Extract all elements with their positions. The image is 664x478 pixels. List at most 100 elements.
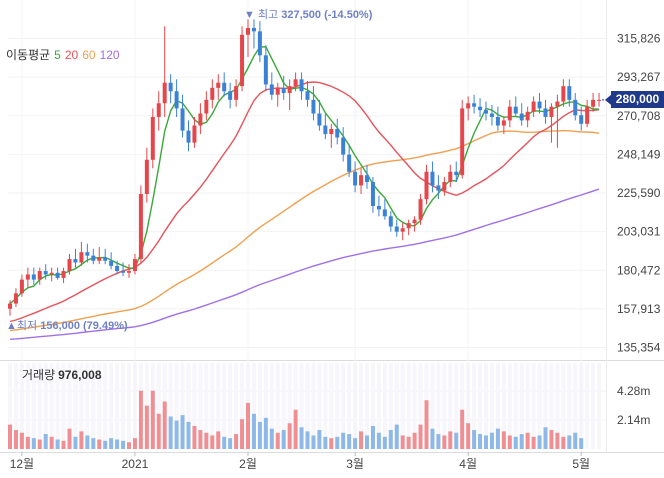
candle-body xyxy=(311,99,316,114)
candle-body xyxy=(13,293,18,304)
volume-bar xyxy=(115,439,120,449)
volume-bar xyxy=(79,431,84,449)
volume-bar xyxy=(210,435,215,449)
volume-bg-stripe xyxy=(561,363,566,449)
candle-body xyxy=(204,99,209,114)
candle-body xyxy=(263,55,268,85)
volume-bar xyxy=(376,432,381,449)
volume-bar xyxy=(329,438,334,449)
volume-bar xyxy=(121,440,126,449)
volume-bg-stripe xyxy=(495,363,500,449)
candle-body xyxy=(103,257,108,261)
volume-bg-stripe xyxy=(8,363,12,449)
volume-bg-stripe xyxy=(127,363,131,449)
down-arrow-icon: ▼ xyxy=(244,9,255,21)
volume-bg-stripe xyxy=(478,363,483,449)
volume-bg-stripe xyxy=(67,363,72,449)
candle-body xyxy=(37,271,42,280)
candle-body xyxy=(448,171,453,183)
volume-bar xyxy=(406,436,411,449)
candle-body xyxy=(55,272,60,278)
candle-body xyxy=(579,115,584,124)
volume-bar xyxy=(144,405,149,449)
volume-bar xyxy=(162,401,167,449)
volume-bg-stripe xyxy=(168,363,173,449)
candle-body xyxy=(519,113,524,121)
candle-body xyxy=(67,259,72,272)
volume-bg-stripe xyxy=(573,363,578,449)
volume-bar xyxy=(49,436,54,449)
volume-bar xyxy=(365,435,369,449)
candle-body xyxy=(162,82,167,104)
ma-20-line xyxy=(9,81,600,323)
price-tick-label: 135,354 xyxy=(617,341,661,355)
candle-body xyxy=(186,130,191,143)
high-label-value: 327,500 (-14.50%) xyxy=(281,9,373,21)
candle-body xyxy=(573,99,578,116)
volume-bar xyxy=(478,434,483,449)
volume-bar xyxy=(37,439,42,449)
volume-bg-stripe xyxy=(489,363,494,449)
volume-bg-stripe xyxy=(531,363,536,449)
volume-bar xyxy=(561,436,566,449)
candle-body xyxy=(174,91,179,109)
volume-bar xyxy=(549,430,554,449)
volume-bar xyxy=(299,427,304,449)
volume-bg-stripe xyxy=(43,363,48,449)
volume-bar xyxy=(156,413,161,449)
current-price-tag: 280,000 xyxy=(611,91,664,108)
volume-bar xyxy=(251,413,256,449)
candle-body xyxy=(91,255,96,261)
high-price-marker: ▼ 최고 327,500 (-14.50%) xyxy=(244,6,372,22)
price-tick-label: 180,472 xyxy=(617,263,661,277)
volume-bg-stripe xyxy=(299,363,304,449)
candle-body xyxy=(466,103,471,109)
volume-bg-stripe xyxy=(97,363,102,449)
volume-bg-stripe xyxy=(85,363,90,449)
candle-body xyxy=(555,101,560,107)
price-tick-label: 203,031 xyxy=(617,225,661,239)
volume-bar xyxy=(263,417,268,449)
volume-bar xyxy=(472,430,477,449)
volume-bg-stripe xyxy=(192,363,197,449)
volume-bar xyxy=(412,432,417,449)
candle-body xyxy=(31,274,36,280)
ma-20-label: 20 xyxy=(64,48,79,62)
volume-bg-stripe xyxy=(430,363,435,449)
volume-bar xyxy=(13,430,18,449)
volume-bg-stripe xyxy=(347,363,352,449)
volume-bar xyxy=(489,432,494,449)
candle-body xyxy=(25,274,30,280)
price-tick-label: 270,708 xyxy=(617,109,661,123)
volume-bg-stripe xyxy=(507,363,512,449)
candle-body xyxy=(281,87,286,93)
high-label-text: 최고 xyxy=(257,9,279,21)
volume-bar xyxy=(335,436,340,449)
volume-bar xyxy=(281,430,286,449)
volume-bg-stripe xyxy=(293,363,298,449)
volume-bg-stripe xyxy=(61,363,66,449)
volume-bar xyxy=(484,435,488,449)
volume-bar xyxy=(246,402,250,449)
volume-bar xyxy=(400,435,405,449)
volume-bar xyxy=(31,438,36,449)
volume-bar xyxy=(382,436,387,449)
candle-body xyxy=(79,252,84,263)
volume-bar xyxy=(25,436,30,449)
volume-tick-label: 4.28m xyxy=(617,384,650,398)
candle-body xyxy=(216,82,221,88)
volume-bg-stripe xyxy=(79,363,84,449)
ma-120-line xyxy=(9,188,600,340)
volume-bg-stripe xyxy=(585,363,590,449)
volume-bg-stripe xyxy=(317,363,322,449)
candle-body xyxy=(156,103,161,117)
volume-bar xyxy=(19,432,24,449)
volume-bg-stripe xyxy=(323,363,328,449)
volume-bar xyxy=(132,438,137,449)
volume-bg-stripe xyxy=(31,363,36,449)
candle-body xyxy=(150,116,155,160)
volume-bar xyxy=(501,431,506,449)
volume-bar xyxy=(168,416,173,449)
volume-bar xyxy=(228,438,233,449)
candle-body xyxy=(275,87,280,95)
